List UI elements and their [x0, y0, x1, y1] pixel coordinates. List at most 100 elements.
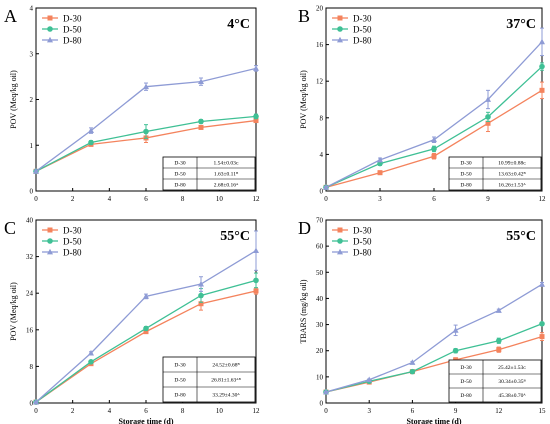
- data-point: [253, 113, 259, 120]
- data-point: [33, 168, 39, 174]
- data-point: [539, 281, 545, 287]
- data-point: [539, 320, 545, 327]
- table-cell-sample: D-30: [174, 363, 186, 369]
- table-cell-sample: D-50: [174, 172, 186, 178]
- x-tick-label: 2: [71, 407, 75, 415]
- x-tick-label: 12: [253, 195, 261, 203]
- temperature-label: 55°C: [506, 229, 536, 244]
- table-cell-value: 13.63±0.42ᴮ: [498, 172, 526, 178]
- svg-text:A: A: [4, 6, 17, 26]
- temperature-label: 4°C: [227, 17, 250, 32]
- y-axis-label: POV (Meq/kg oil): [9, 70, 18, 129]
- data-point: [409, 359, 416, 365]
- data-point: [431, 153, 437, 159]
- data-point: [143, 128, 149, 135]
- y-tick-label: 4: [30, 5, 34, 13]
- data-point: [198, 301, 204, 307]
- data-point: [198, 280, 204, 287]
- y-tick-label: 50: [316, 269, 324, 277]
- data-point: [143, 293, 149, 299]
- data-point: [377, 170, 383, 176]
- table-cell-sample: D-50: [460, 172, 472, 178]
- series-d-80: [33, 65, 259, 174]
- data-point: [431, 146, 437, 152]
- x-tick-label: 12: [539, 195, 547, 203]
- data-point: [143, 329, 149, 335]
- legend-label: D-30: [353, 14, 372, 24]
- table-cell-sample: D-80: [174, 393, 186, 399]
- data-point: [88, 127, 94, 134]
- x-tick-label: 6: [144, 407, 148, 415]
- legend: D-30D-50D-80: [332, 14, 372, 46]
- table-cell-value: 10.99±0.88ᴄ: [498, 161, 526, 167]
- data-point: [431, 136, 437, 143]
- x-tick-label: 9: [486, 195, 490, 203]
- panel-d-letter: D: [298, 218, 311, 238]
- data-point: [366, 376, 373, 383]
- y-axis-label: POV (Meq/kg oil): [9, 282, 18, 341]
- legend-label: D-50: [63, 237, 82, 247]
- legend-marker: [47, 26, 53, 32]
- data-point: [485, 120, 491, 126]
- data-point: [495, 307, 502, 313]
- y-axis-label: TBARS (mg/kg oil): [299, 279, 308, 343]
- legend-marker: [47, 227, 53, 233]
- y-tick-label: 16: [26, 326, 34, 334]
- x-tick-label: 6: [411, 407, 415, 415]
- svg-text:D: D: [298, 218, 311, 238]
- table-border: [162, 156, 256, 191]
- series-line: [325, 323, 543, 393]
- panel-b-letter: B: [298, 6, 310, 26]
- svg-text:C: C: [4, 218, 16, 238]
- legend-marker: [47, 238, 53, 244]
- legend-label: D-50: [353, 237, 372, 247]
- legend-label: D-30: [63, 14, 82, 24]
- y-axis-label: POV (Meq/kg oil): [299, 70, 308, 129]
- y-tick-label: 40: [316, 295, 324, 303]
- panel-a-letter: A: [4, 6, 17, 26]
- table-cell-value: 45.38±0.70ᴬ: [498, 393, 526, 399]
- y-tick-label: 60: [316, 243, 324, 251]
- legend-label: D-30: [63, 226, 82, 236]
- data-point: [198, 124, 204, 130]
- y-tick-label: 0: [30, 400, 34, 408]
- y-tick-label: 8: [30, 363, 34, 371]
- table-cell-value: 1.54±0.03ᴄ: [214, 161, 239, 167]
- data-point: [88, 349, 94, 356]
- legend-label: D-80: [63, 248, 82, 258]
- table-cell-sample: D-50: [460, 379, 472, 385]
- legend: D-30D-50D-80: [42, 226, 82, 258]
- data-point: [198, 118, 204, 125]
- data-point: [539, 63, 545, 70]
- legend-marker: [47, 248, 53, 255]
- temperature-label: 55°C: [220, 229, 250, 244]
- series-d-80: [33, 230, 259, 405]
- data-point: [253, 277, 259, 284]
- data-point: [33, 398, 39, 405]
- y-tick-label: 0: [30, 188, 34, 196]
- final-value-table: D-30 25.42±1.53ᴄ D-50 30.34±0.35ᴮ D-80 45.38±…: [448, 359, 542, 403]
- y-tick-label: 40: [26, 217, 34, 225]
- y-tick-label: 3: [30, 50, 34, 58]
- y-tick-label: 0: [320, 188, 324, 196]
- temperature-label: 37°C: [506, 17, 536, 32]
- final-value-table: D-30 24.52±0.68ᴮ D-50 26.81±1.63ᴬᴮ D-80 33.29…: [162, 356, 256, 403]
- x-tick-label: 6: [432, 195, 436, 203]
- series-d-80: [323, 27, 545, 190]
- data-point: [88, 139, 94, 146]
- x-tick-label: 12: [495, 407, 503, 415]
- series-d-50: [33, 113, 259, 175]
- final-value-table: D-30 1.54±0.03ᴄ D-50 1.63±0.11ᴮ D-80 2.68±0.1…: [162, 156, 256, 191]
- y-tick-label: 16: [316, 41, 324, 49]
- x-tick-label: 10: [216, 195, 224, 203]
- data-point: [539, 38, 545, 45]
- x-tick-label: 15: [539, 407, 547, 415]
- table-cell-value: 30.34±0.35ᴮ: [498, 379, 526, 385]
- data-point: [377, 156, 383, 163]
- y-tick-label: 24: [26, 290, 34, 298]
- table-cell-value: 1.63±0.11ᴮ: [214, 172, 239, 178]
- x-axis-label: Storage time (d): [406, 417, 461, 424]
- data-point: [198, 78, 204, 85]
- chart-panel-d: 0 3 6 9 12 15 0 10 20 30 40 50 60 70 Storage time (d) T…: [299, 217, 546, 424]
